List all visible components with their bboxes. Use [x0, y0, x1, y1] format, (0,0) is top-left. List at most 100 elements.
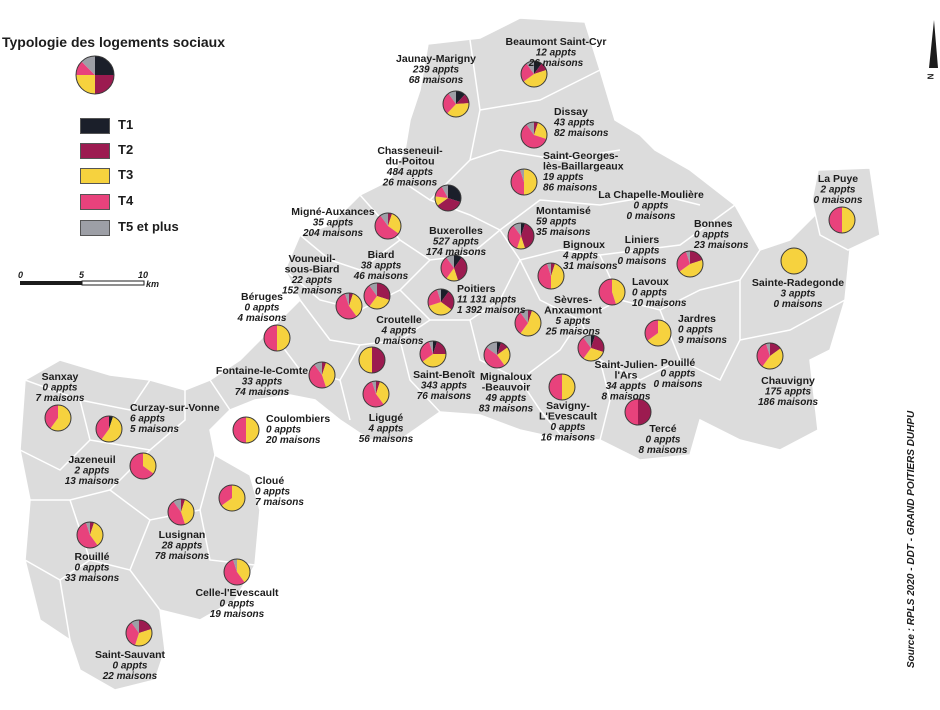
commune-34-label: Jazeneuil 2 appts 13 maisons: [65, 454, 120, 487]
commune-2-slice-t5: [526, 122, 534, 135]
commune-30-appts: 0 appts: [266, 425, 301, 436]
commune-35-slice-t3: [221, 485, 245, 511]
commune-29-slice-t4: [95, 416, 109, 440]
commune-19-name: Sèvres-: [554, 294, 592, 306]
commune-23-slice-t3: [422, 354, 446, 368]
commune-14-slice-t4: [335, 293, 357, 320]
commune-30-name: Coulombiers: [266, 413, 330, 425]
commune-24-pie: [483, 341, 511, 369]
commune-31-appts: 4 appts: [367, 424, 403, 435]
commune-4-pie: [510, 168, 538, 196]
commune-border: [599, 359, 611, 441]
commune-35-label: Cloué 0 appts 7 maisons: [255, 475, 304, 508]
legend-swatch-t5: [80, 220, 110, 236]
commune-30-outline: [232, 416, 260, 444]
commune-11-pie: [676, 250, 704, 278]
commune-7-pie: [374, 212, 402, 240]
commune-14-label: Vouneuil-sous-Biard 22 appts 152 maisons: [282, 253, 342, 297]
commune-21-appts: 0 appts: [678, 325, 713, 336]
commune-27-outline: [756, 342, 784, 370]
commune-16-appts: 3 appts: [780, 289, 815, 300]
commune-14-pie: [335, 292, 363, 320]
commune-8-slice-t2: [454, 257, 467, 281]
commune-12-maisons: 46 maisons: [353, 271, 409, 282]
commune-37-slice-t2: [90, 522, 95, 535]
commune-6-slice-t4: [829, 207, 842, 233]
commune-27-slice-t4: [757, 343, 770, 367]
commune-20-pie: [358, 346, 386, 374]
commune-37-slice-t3: [90, 522, 103, 546]
commune-32-maisons: 16 maisons: [541, 433, 596, 444]
commune-22-slice-t4: [309, 364, 327, 388]
commune-26-name: Pouillé: [661, 357, 696, 369]
commune-22-outline: [308, 361, 336, 389]
commune-7-slice-t5: [380, 213, 388, 226]
commune-13-appts: 4 appts: [562, 251, 598, 262]
commune-2-maisons: 82 maisons: [554, 128, 609, 139]
commune-3-slice-t3: [434, 196, 448, 206]
commune-8-slice-t1: [454, 255, 462, 268]
commune-37-outline: [76, 521, 104, 549]
commune-31-label: Ligugé 4 appts 56 maisons: [359, 412, 414, 445]
commune-35-pie: [218, 484, 246, 512]
legend-item-t2: T2: [80, 141, 200, 159]
commune-25-name: Saint-Julien-: [594, 359, 658, 371]
commune-27-label: Chauvigny 175 appts 186 maisons: [758, 375, 818, 408]
commune-7-slice-t2: [388, 213, 393, 226]
commune-6-maisons: 0 maisons: [814, 195, 863, 206]
commune-1-maisons: 26 maisons: [528, 58, 584, 69]
commune-0-slice-t5: [448, 91, 456, 104]
commune-9-slice-t1: [521, 223, 526, 236]
commune-38-pie: [223, 558, 251, 586]
legend-item-t3: T3: [80, 166, 200, 184]
commune-24-slice-t1: [497, 342, 502, 355]
commune-31-outline: [362, 380, 390, 408]
commune-36-appts: 28 appts: [161, 541, 203, 552]
commune-17-slice-t4: [264, 325, 277, 351]
commune-29-slice-t3: [101, 416, 123, 443]
commune-22-pie: [308, 361, 336, 389]
commune-24-maisons: 83 maisons: [479, 404, 534, 415]
commune-25-outline: [577, 334, 605, 362]
commune-border: [129, 569, 161, 611]
commune-border: [339, 379, 351, 421]
commune-28-name: Sanxay: [42, 371, 79, 383]
commune-17-appts: 0 appts: [244, 303, 279, 314]
commune-23-maisons: 76 maisons: [417, 391, 472, 402]
legend-pie-slice-t5: [81, 55, 95, 75]
commune-16-slice-t3: [781, 248, 807, 274]
commune-19-outline: [514, 309, 542, 337]
commune-17-maisons: 4 maisons: [237, 313, 287, 324]
commune-19-name: Anxaumont: [544, 305, 602, 317]
commune-9-slice-t3: [516, 236, 526, 249]
commune-39-pie: [125, 619, 153, 647]
commune-39-slice-t4: [126, 622, 139, 646]
commune-11-name: Bonnes: [694, 218, 733, 230]
commune-5-name: La Chapelle-Moulière: [598, 189, 704, 201]
commune-32-appts: 0 appts: [550, 422, 585, 433]
commune-30-slice-t4: [233, 417, 246, 443]
commune-13-outline: [537, 262, 565, 290]
commune-27-appts: 175 appts: [765, 387, 812, 398]
commune-6-pie: [828, 206, 856, 234]
commune-37-name: Rouillé: [74, 551, 109, 563]
commune-19-slice-t4: [514, 312, 528, 334]
commune-7-slice-t4: [375, 215, 399, 239]
commune-9-pie: [507, 222, 535, 250]
commune-18-label: Lavoux 0 appts 10 maisons: [632, 276, 687, 309]
commune-17-outline: [263, 324, 291, 352]
commune-28-label: Sanxay 0 appts 7 maisons: [36, 371, 85, 404]
commune-29-appts: 6 appts: [130, 414, 165, 425]
commune-23-slice-t5: [428, 341, 433, 354]
commune-15-appts: 11 131 appts: [457, 295, 517, 306]
commune-9-name: Montamisé: [536, 205, 591, 217]
commune-6-label: La Puye 2 appts 0 maisons: [814, 173, 863, 206]
commune-21-slice-t3: [647, 320, 671, 347]
commune-21-name: Jardres: [678, 313, 716, 325]
commune-25-slice-t4: [577, 337, 591, 359]
commune-23-appts: 343 appts: [421, 381, 468, 392]
commune-29-maisons: 5 maisons: [130, 424, 179, 435]
commune-2-appts: 43 appts: [553, 118, 595, 129]
commune-39-slice-t2: [139, 620, 152, 633]
